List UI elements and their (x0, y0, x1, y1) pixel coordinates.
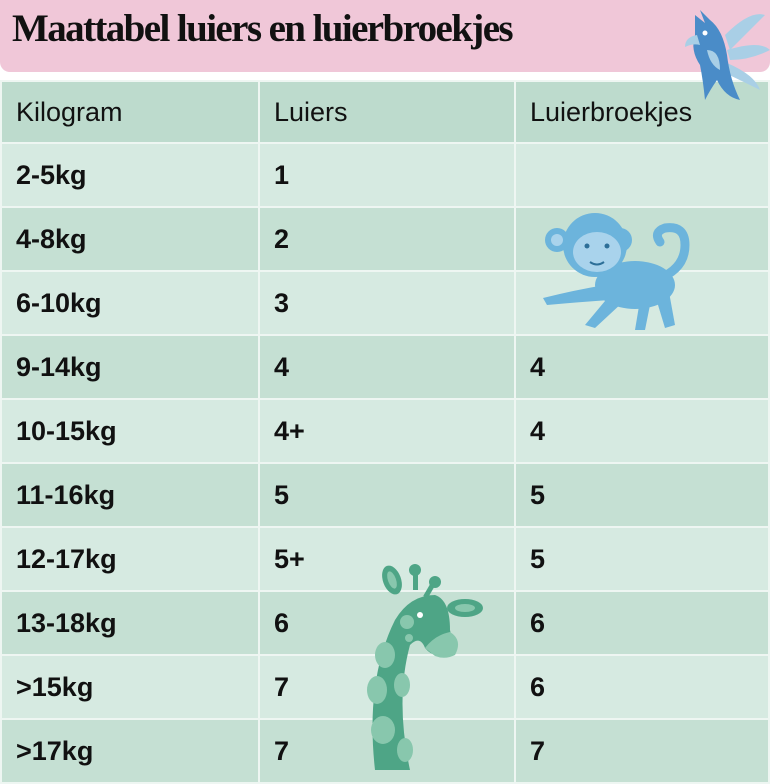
cell-kilogram: 12-17kg (0, 526, 260, 592)
cell-luiers: 7 (258, 654, 516, 720)
cell-luierbroekjes (514, 206, 770, 272)
table-row: 6-10kg 3 (0, 270, 770, 336)
table-row: 13-18kg 6 6 (0, 590, 770, 656)
table-row: 12-17kg 5+ 5 (0, 526, 770, 592)
cell-luierbroekjes: 4 (514, 334, 770, 400)
cell-luierbroekjes: 7 (514, 718, 770, 784)
table-row: 2-5kg 1 (0, 142, 770, 208)
cell-luierbroekjes: 5 (514, 462, 770, 528)
cell-luiers: 5+ (258, 526, 516, 592)
cell-luiers: 4 (258, 334, 516, 400)
size-table: Kilogram Luiers Luierbroekjes 2-5kg 1 4-8k… (0, 80, 770, 784)
cell-luiers: 5 (258, 462, 516, 528)
page-title: Maattabel luiers en luierbroekjes (12, 7, 514, 50)
cell-luiers: 7 (258, 718, 516, 784)
header-luiers: Luiers (258, 80, 516, 144)
table-row: 4-8kg 2 (0, 206, 770, 272)
title-banner: Maattabel luiers en luierbroekjes (0, 0, 770, 72)
cell-luierbroekjes (514, 270, 770, 336)
table-row: 10-15kg 4+ 4 (0, 398, 770, 464)
table-row: >17kg 7 7 (0, 718, 770, 784)
cell-kilogram: >17kg (0, 718, 260, 784)
cell-luierbroekjes (514, 142, 770, 208)
cell-kilogram: 6-10kg (0, 270, 260, 336)
cell-kilogram: >15kg (0, 654, 260, 720)
cell-kilogram: 10-15kg (0, 398, 260, 464)
cell-kilogram: 9-14kg (0, 334, 260, 400)
table-header: Kilogram Luiers Luierbroekjes (0, 80, 770, 144)
cell-luiers: 4+ (258, 398, 516, 464)
cell-luierbroekjes: 6 (514, 654, 770, 720)
header-kilogram: Kilogram (0, 80, 260, 144)
cell-kilogram: 11-16kg (0, 462, 260, 528)
cell-kilogram: 2-5kg (0, 142, 260, 208)
cell-luierbroekjes: 5 (514, 526, 770, 592)
cell-luierbroekjes: 6 (514, 590, 770, 656)
cell-kilogram: 4-8kg (0, 206, 260, 272)
cell-luiers: 3 (258, 270, 516, 336)
cell-luiers: 1 (258, 142, 516, 208)
cell-luiers: 6 (258, 590, 516, 656)
cell-luierbroekjes: 4 (514, 398, 770, 464)
table-row: 9-14kg 4 4 (0, 334, 770, 400)
cell-luiers: 2 (258, 206, 516, 272)
table-row: 11-16kg 5 5 (0, 462, 770, 528)
table-row: >15kg 7 6 (0, 654, 770, 720)
cell-kilogram: 13-18kg (0, 590, 260, 656)
header-luierbroekjes: Luierbroekjes (514, 80, 770, 144)
